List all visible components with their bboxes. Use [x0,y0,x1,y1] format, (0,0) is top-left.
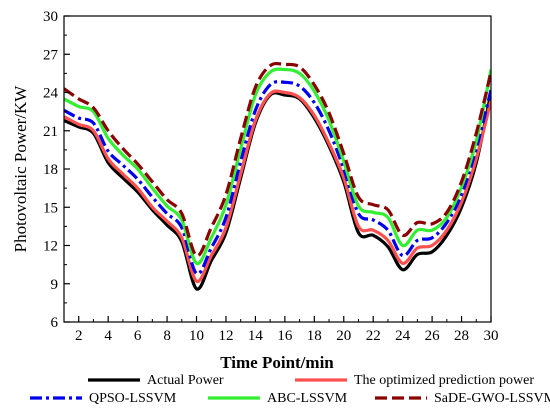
x-axis-title: Time Point/min [220,353,334,372]
x-tick-label: 12 [218,328,233,344]
x-tick-label: 6 [134,328,142,344]
x-tick-label: 16 [277,328,293,344]
x-tick-label: 20 [336,328,351,344]
legend-label-2: QPSO-LSSVM [89,391,177,406]
x-tick-label: 4 [104,328,112,344]
x-tick-label: 30 [484,328,499,344]
legend-label-0: Actual Power [147,373,224,388]
x-tick-label: 8 [163,328,171,344]
y-tick-label: 18 [43,162,58,178]
x-tick-label: 18 [307,328,322,344]
axes-layer: 2 4 6 8 10 12 14 16 18 20 22 24 26 28 3069121518212427… [43,9,499,344]
legend-label-3: ABC-LSSVM [267,391,348,406]
x-tick-label: 2 [75,328,83,344]
y-axis-title: Photovoltaic Power/KW [11,85,30,253]
plot-frame [63,15,492,323]
series-line-4 [64,61,491,258]
x-tick-label: 22 [366,328,381,344]
x-tick-label: 26 [425,328,441,344]
x-tick-label: 24 [395,328,411,344]
series-layer [64,61,491,291]
y-tick-label: 15 [43,200,58,216]
y-tick-label: 24 [43,86,59,102]
x-tick-label: 10 [189,328,204,344]
y-tick-label: 9 [51,277,59,293]
y-tick-label: 21 [43,124,58,140]
legend-label-4: SaDE-GWO-LSSVM [434,391,550,406]
series-line-2 [64,80,491,276]
y-tick-label: 6 [51,315,59,331]
series-line-1 [64,89,491,283]
x-tick-label: 28 [454,328,469,344]
x-tick-label: 14 [248,328,264,344]
y-tick-label: 12 [43,239,58,255]
series-line-0 [64,91,491,291]
y-tick-label: 30 [43,9,58,25]
y-tick-label: 27 [43,47,59,63]
series-line-3 [64,67,491,266]
legend-label-1: The optimized prediction power [354,373,534,388]
legend: Actual Power The optimized prediction pow… [30,373,550,406]
